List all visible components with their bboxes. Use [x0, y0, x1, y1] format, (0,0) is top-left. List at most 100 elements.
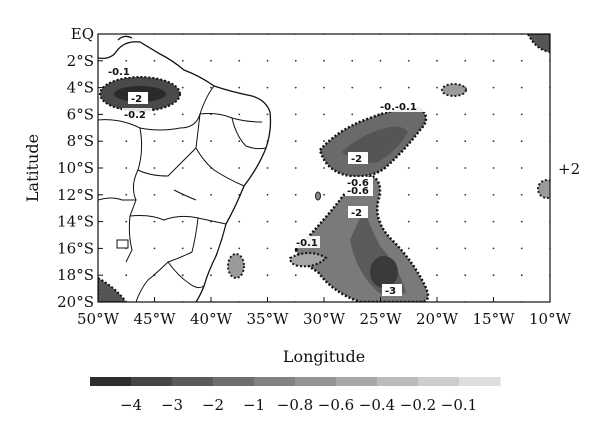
lon-tick-label: 15°W: [472, 310, 515, 328]
lon-tick-label: 30°W: [303, 310, 346, 328]
grid-dot: [520, 220, 523, 223]
grid-dot: [520, 86, 523, 89]
contour-label: -0.2: [124, 110, 146, 121]
grid-dot: [323, 140, 325, 143]
grid-dot: [153, 59, 156, 62]
grid-dot: [520, 140, 523, 143]
grid-dot: [181, 274, 184, 277]
grid-dot: [266, 167, 269, 169]
grid-dot: [464, 167, 467, 169]
grid-dot: [181, 220, 184, 223]
state-borders: [98, 85, 267, 302]
grid-dot: [210, 247, 212, 250]
anomaly-region-small-4: [227, 253, 245, 279]
grid-dot: [153, 247, 156, 250]
grid-dot: [323, 193, 325, 196]
grid-dot: [436, 86, 438, 89]
lat-tick-label: 10°S: [57, 159, 94, 177]
grid-dot: [520, 113, 523, 116]
grid-dot: [153, 220, 156, 223]
colorbar-label: −0.4: [359, 396, 395, 414]
grid-dot: [266, 113, 269, 116]
grid-dot: [492, 247, 495, 250]
contour-label: -0.1: [296, 238, 318, 249]
grid-dot: [266, 86, 269, 89]
lon-tick-label: 50°W: [77, 310, 120, 328]
colorbar-swatch: [254, 377, 296, 386]
grid-dot: [153, 140, 156, 143]
grid-dot: [266, 247, 269, 250]
grid-dot: [520, 193, 523, 196]
grid-dot: [238, 247, 241, 250]
colorbar-label: −2: [202, 396, 224, 414]
grid-dot: [520, 247, 523, 250]
grid-dot: [464, 220, 467, 223]
colorbar: [90, 377, 501, 386]
contour-labels: -0.1 -2 -0.2 -0.-0.1 -2 -0.6 -0.6 -2 -0.…: [106, 65, 426, 297]
lat-tick-label: 6°S: [67, 105, 94, 123]
grid-dot: [379, 59, 382, 62]
colorbar-swatch: [377, 377, 419, 386]
grid-dot: [125, 274, 128, 277]
colorbar-swatch: [213, 377, 255, 386]
grid-dot: [238, 220, 241, 223]
longitude-ticks: 50°W 45°W 40°W 35°W 30°W 25°W 20°W 15°W 10°W: [77, 297, 572, 328]
grid-dot: [181, 59, 184, 62]
grid-dot: [379, 86, 382, 89]
lat-tick-label: 16°S: [57, 239, 94, 257]
grid-dot: [464, 274, 467, 277]
contour-label: -0.6: [347, 178, 369, 189]
lon-tick-label: 10°W: [529, 310, 572, 328]
colorbar-swatch: [131, 377, 173, 386]
lat-tick-label: 20°S: [57, 293, 94, 311]
grid-dot: [181, 86, 184, 89]
colorbar-label: −4: [120, 396, 142, 414]
grid-dot: [407, 86, 410, 89]
grid-dot: [407, 193, 410, 196]
grid-dot: [492, 59, 495, 62]
grid-dot: [407, 247, 410, 250]
grid-dot: [492, 140, 495, 143]
colorbar-swatch: [172, 377, 214, 386]
grid-dot: [266, 220, 269, 223]
grid-dot: [153, 113, 156, 116]
lat-tick-label: 18°S: [57, 266, 94, 284]
grid-dot: [464, 193, 467, 196]
grid-dot: [436, 167, 438, 169]
grid-dot: [266, 274, 269, 277]
colorbar-label: −3: [161, 396, 183, 414]
colorbar-label: −0.8: [277, 396, 313, 414]
contour-label: -2: [351, 154, 362, 165]
grid-dot: [238, 59, 241, 62]
x-axis-label: Longitude: [283, 347, 365, 366]
grid-dot: [520, 274, 523, 277]
grid-dot: [351, 59, 354, 62]
grid-dot: [323, 167, 325, 169]
grid-dot: [492, 274, 495, 277]
grid-dot: [464, 140, 467, 143]
lat-tick-label: 12°S: [57, 186, 94, 204]
lat-tick-label: 2°S: [67, 52, 94, 70]
lon-tick-label: 35°W: [246, 310, 289, 328]
side-annotation: +2: [558, 160, 580, 178]
contour-label: -0.6: [347, 186, 369, 197]
lat-tick-label: 8°S: [67, 132, 94, 150]
grid-dot: [294, 220, 297, 223]
coastline: [98, 35, 272, 302]
colorbar-label: −0.6: [318, 396, 354, 414]
grid-dot: [294, 113, 297, 116]
anomaly-region-corner-ne: [526, 34, 550, 54]
anomaly-region-small-1: [441, 83, 467, 97]
grid-dot: [436, 113, 438, 116]
grid-dot: [238, 113, 241, 116]
grid-dot: [492, 220, 495, 223]
grid-dot: [407, 220, 410, 223]
grid-dot: [436, 220, 438, 223]
grid-dot: [492, 167, 495, 169]
colorbar-swatch: [90, 377, 132, 386]
grid-dot: [464, 113, 467, 116]
grid-dot: [492, 86, 495, 89]
grid-dot: [294, 140, 297, 143]
lat-tick-label: 4°S: [67, 79, 94, 97]
grid-dot: [436, 140, 438, 143]
